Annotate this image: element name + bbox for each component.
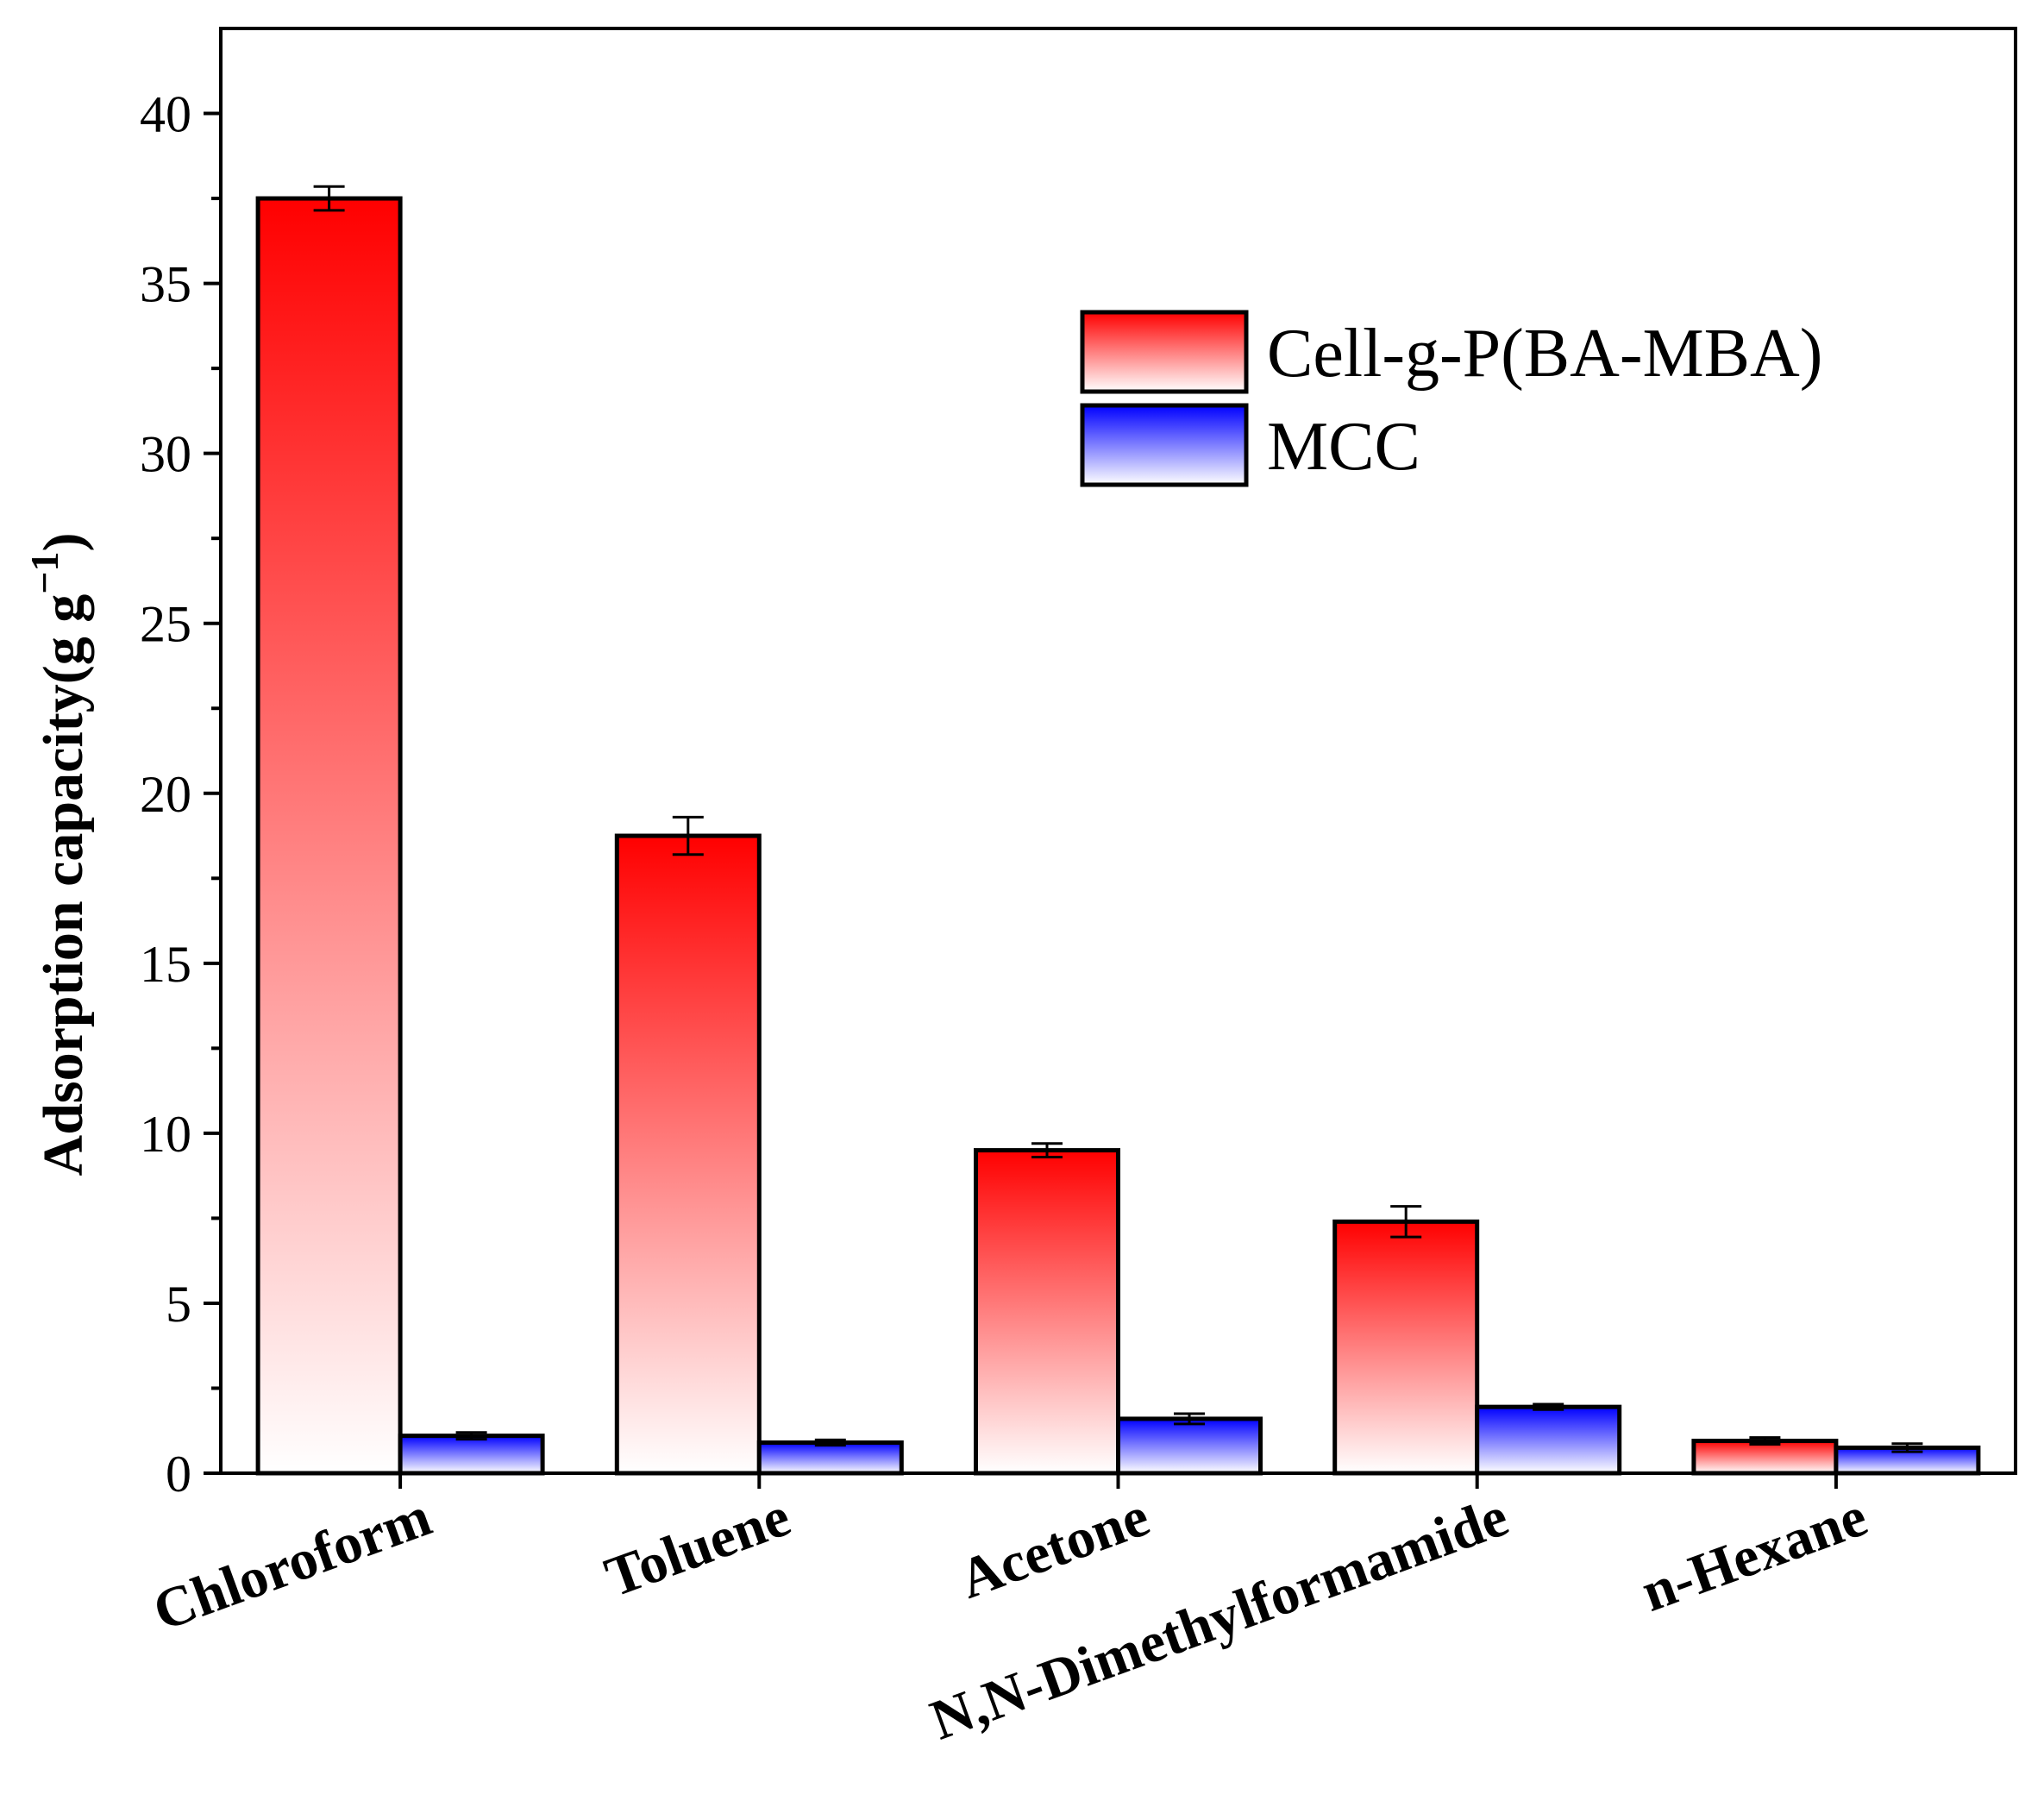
bar-cell-3	[1332, 1219, 1480, 1476]
bar-mcc-3	[1475, 1404, 1622, 1476]
bar-mcc-0	[398, 1434, 545, 1476]
y-tick-label-20: 20	[140, 766, 191, 823]
x-tick-label-0: Chloroform	[145, 1484, 439, 1643]
error-bar-cell-0	[313, 185, 345, 212]
y-axis-title-superscript: −1	[22, 552, 66, 594]
error-bar-mcc-0	[455, 1431, 487, 1441]
error-bar-cell-2	[1031, 1142, 1063, 1158]
y-tick-label-35: 35	[140, 256, 191, 313]
y-tick-label-40: 40	[140, 86, 191, 143]
error-bars-layer	[313, 185, 1923, 1453]
bar-mcc-1	[756, 1440, 904, 1476]
error-bar-cell-3	[1390, 1205, 1422, 1239]
x-axis: Chloroform Toluene AcetoneN,N-Dimethylform…	[145, 1473, 1875, 1752]
x-tick-label-1: Toluene	[597, 1484, 798, 1609]
bar-cell-1	[614, 833, 762, 1476]
x-tick-label-3: N,N-Dimethylformamide	[923, 1484, 1516, 1752]
y-tick-label-25: 25	[140, 596, 191, 653]
y-axis-title-close: )	[32, 533, 95, 552]
x-tick-label-2: Acetone	[951, 1484, 1157, 1610]
y-tick-label-15: 15	[140, 936, 191, 993]
bar-cell-2	[974, 1148, 1120, 1476]
legend-swatch-mcc	[1080, 403, 1249, 487]
y-tick-label-0: 0	[166, 1446, 191, 1503]
x-tick-label-4: n-Hexane	[1633, 1484, 1875, 1623]
y-tick-label-30: 30	[140, 426, 191, 483]
error-bar-mcc-2	[1174, 1412, 1205, 1426]
y-axis: 0 5 10 15 20 25 30 35 40	[140, 86, 221, 1503]
error-bar-cell-1	[672, 815, 704, 856]
y-tick-label-5: 5	[166, 1276, 191, 1333]
y-tick-label-10: 10	[140, 1106, 191, 1163]
legend-swatch-cell	[1080, 310, 1249, 394]
y-axis-title-main: Adsorption capacity(g g	[32, 594, 95, 1176]
error-bar-cell-4	[1749, 1436, 1781, 1446]
legend-label-cell: Cell-g-P(BA-MBA)	[1267, 316, 1822, 392]
legend: Cell-g-P(BA-MBA) MCC	[1080, 310, 1822, 487]
error-bar-mcc-3	[1533, 1402, 1564, 1411]
error-bar-mcc-1	[814, 1438, 846, 1447]
bar-cell-0	[255, 196, 403, 1476]
bar-cell-4	[1691, 1439, 1839, 1476]
bar-mcc-2	[1116, 1416, 1263, 1476]
legend-label-mcc: MCC	[1267, 409, 1420, 485]
error-bar-mcc-4	[1891, 1442, 1923, 1453]
y-axis-title: Adsorption capacity(g g−1)	[22, 533, 95, 1176]
